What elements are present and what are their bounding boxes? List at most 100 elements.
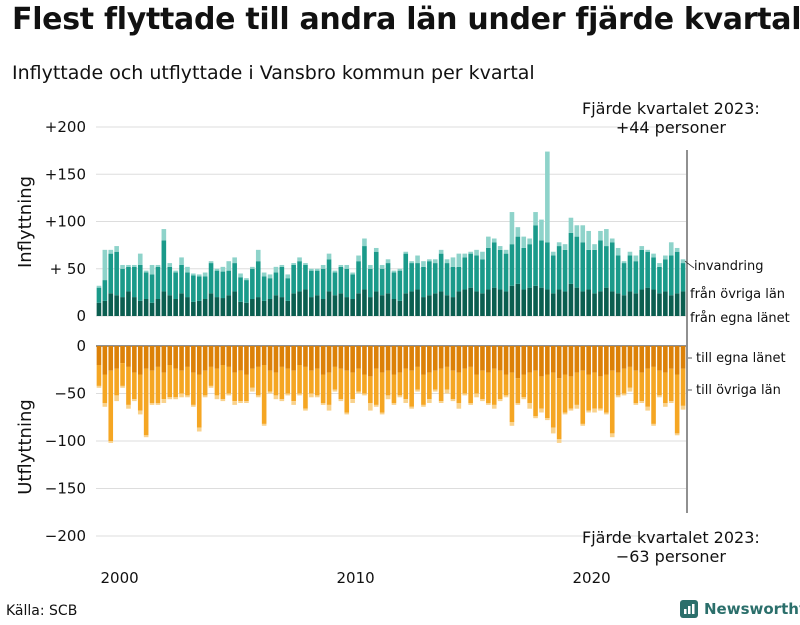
bar-in-1 [185,272,190,298]
bar-in-0 [432,293,438,316]
ylabel-utflyttning: Utflyttning [15,399,36,495]
bar-in-2 [674,247,680,252]
bar-out-0 [279,346,285,367]
bar-out-2 [220,399,226,402]
bar-out-1 [403,368,409,400]
bar-in-0 [668,295,674,316]
bar-out-0 [474,346,479,375]
bar-in-0 [326,291,332,316]
bar-in-1 [621,263,627,296]
bar-in-1 [202,276,208,299]
bar-out-0 [291,346,296,371]
bar-in-2 [633,255,639,262]
bar-in-1 [403,253,409,294]
bar-out-1 [680,368,686,406]
bar-in-2 [574,225,580,237]
bar-in-2 [521,236,527,248]
bar-out-1 [527,372,532,403]
bar-out-1 [344,370,350,413]
bar-in-2 [285,274,291,279]
bar-in-0 [220,298,226,316]
bar-out-2 [344,412,350,415]
bar-in-0 [645,287,650,316]
ytick-label: +100 [45,213,86,231]
bar-out-2 [297,393,302,396]
bar-in-2 [432,259,438,264]
bar-out-1 [609,370,615,434]
bar-out-0 [480,346,485,371]
bar-out-2 [309,393,314,398]
bar-out-0 [232,346,237,373]
bar-out-2 [391,403,397,405]
bar-in-1 [444,263,450,296]
bar-in-0 [350,298,355,316]
bar-in-2 [562,244,568,250]
bar-out-2 [120,385,125,388]
bar-out-1 [120,363,125,386]
bar-out-1 [556,378,562,440]
bar-out-0 [362,346,367,375]
bar-out-0 [421,346,426,375]
bar-out-2 [627,387,633,392]
bar-in-2 [450,257,456,267]
bar-out-2 [196,427,202,432]
bar-in-2 [255,249,261,262]
bar-in-2 [503,249,509,254]
bar-in-2 [126,264,131,267]
bar-out-1 [279,366,285,400]
ytick-label: −150 [45,480,86,498]
bar-in-1 [598,240,603,292]
bar-in-0 [450,297,456,316]
bar-in-1 [527,244,532,288]
bar-in-2 [108,249,114,254]
bar-in-0 [486,289,491,316]
bar-in-1 [462,257,468,290]
bar-out-0 [574,346,580,373]
chart-title: Flest flyttade till andra län under fjär… [12,2,800,37]
bar-in-0 [108,293,114,316]
bar-in-0 [379,295,385,316]
bar-out-1 [562,374,568,413]
bar-in-2 [279,264,285,267]
bar-in-2 [314,268,320,271]
bar-out-0 [621,346,627,369]
bar-out-2 [621,393,627,396]
bar-in-0 [527,287,532,316]
bar-in-2 [586,230,591,250]
bar-in-2 [102,249,108,281]
bar-in-2 [250,266,255,269]
bar-out-1 [674,374,680,434]
xtick-label: 2020 [573,569,611,587]
bar-out-2 [379,412,385,415]
bar-in-0 [474,291,479,316]
bar-in-1 [132,266,137,298]
bar-out-2 [332,389,338,392]
bar-out-2 [179,393,184,398]
bar-in-0 [562,291,568,316]
bar-in-2 [155,264,161,267]
bar-in-1 [309,270,314,298]
bar-in-1 [191,275,196,302]
bar-in-1 [385,263,391,294]
bar-in-1 [680,263,686,292]
bar-out-1 [143,368,149,436]
bar-in-1 [663,259,668,292]
bar-in-0 [297,291,302,316]
bar-out-0 [545,346,550,375]
bar-in-0 [462,289,468,316]
bar-in-0 [580,291,586,316]
bar-out-0 [155,346,161,367]
bar-in-2 [415,255,420,264]
bar-out-2 [415,389,420,392]
bar-out-1 [545,374,550,419]
bar-in-0 [468,287,473,316]
bar-in-1 [450,266,456,298]
bar-out-1 [574,372,580,405]
bar-in-0 [232,291,237,316]
bar-out-2 [486,403,491,405]
bar-in-0 [173,298,178,316]
bar-in-2 [663,255,668,260]
bar-in-0 [226,295,232,316]
bar-in-0 [167,295,173,316]
bar-out-2 [468,403,473,405]
